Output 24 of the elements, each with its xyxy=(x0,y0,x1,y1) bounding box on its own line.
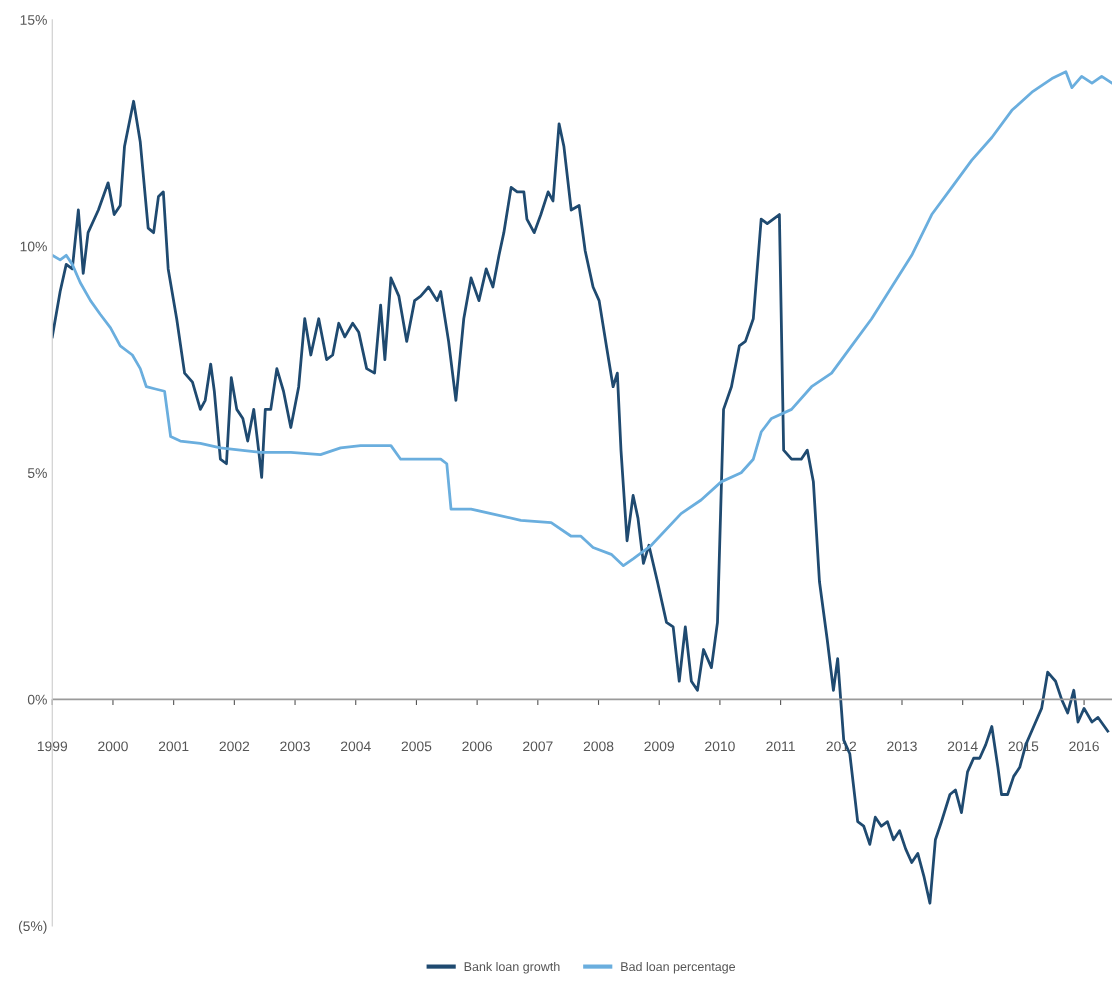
y-tick-label: 10% xyxy=(20,241,47,252)
x-tick-label: 2008 xyxy=(583,741,614,752)
x-tick-label: 2000 xyxy=(98,741,128,752)
x-tick-label: 2014 xyxy=(947,741,978,752)
x-tick-label: 2006 xyxy=(462,741,492,752)
x-tick-label: 1999 xyxy=(37,741,68,752)
x-tick-label: 2011 xyxy=(766,741,795,752)
x-tick-label: 2016 xyxy=(1069,741,1099,752)
legend-label: Bad loan percentage xyxy=(621,961,736,974)
x-tick-label: 2003 xyxy=(280,741,310,752)
x-tick-label: 2007 xyxy=(523,741,553,752)
line-series xyxy=(52,70,1112,568)
y-tick-label: 15% xyxy=(20,15,47,25)
y-tick-label: 0% xyxy=(27,694,47,705)
legend-label: Bank loan growth xyxy=(464,961,560,974)
x-tick-label: 2004 xyxy=(340,741,371,752)
x-tick-label: 2002 xyxy=(219,741,250,752)
y-tick-label: (5%) xyxy=(18,920,47,934)
x-tick-label: 2005 xyxy=(401,741,432,752)
x-tick-label: 2001 xyxy=(158,741,189,752)
x-tick-label: 2009 xyxy=(644,741,675,752)
x-tick-label: 2013 xyxy=(887,741,917,752)
x-tick-label: 2010 xyxy=(705,741,735,752)
y-tick-label: 5% xyxy=(27,468,47,478)
